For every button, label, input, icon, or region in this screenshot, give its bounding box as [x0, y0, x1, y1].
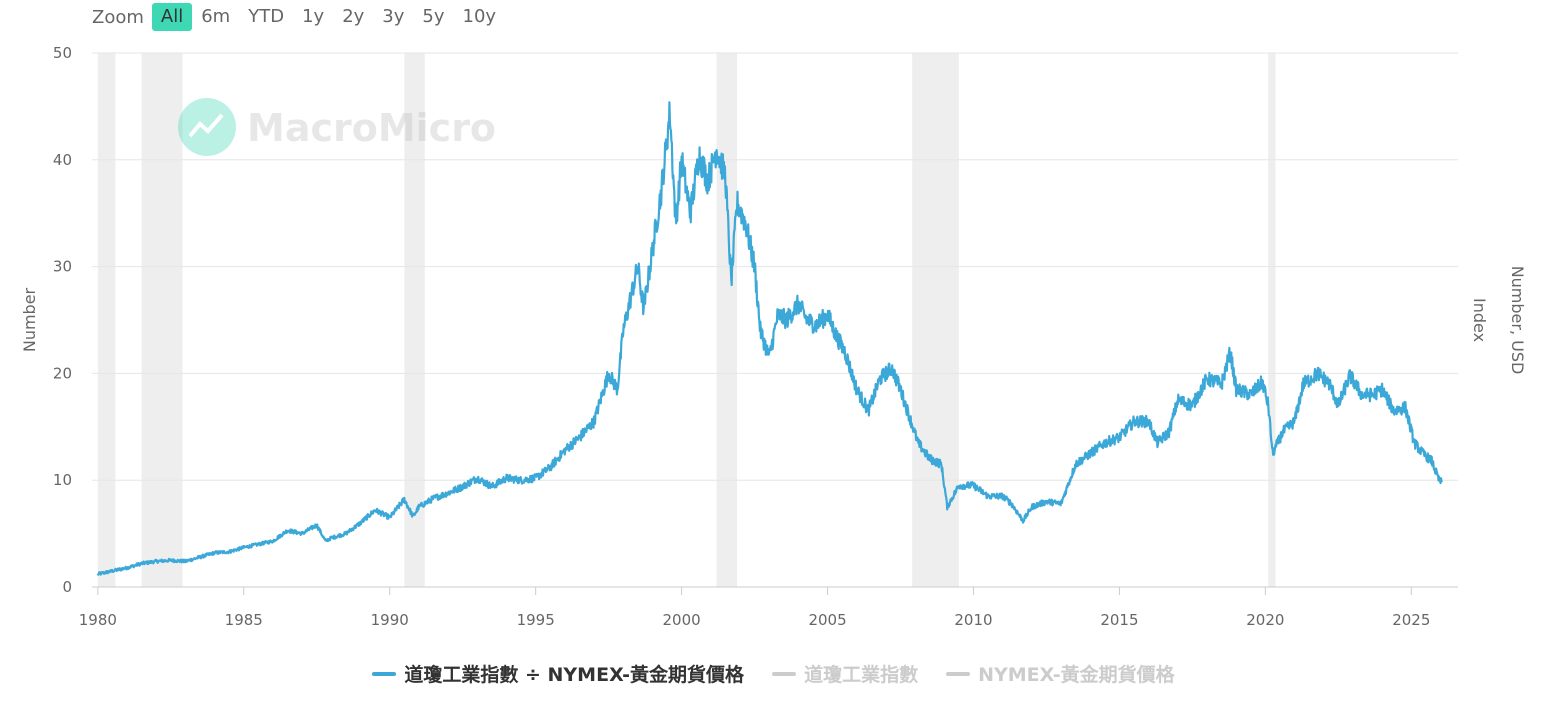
y-axis-title-right-2: Index — [1470, 298, 1489, 342]
zoom-bar: Zoom All 6m YTD 1y 2y 3y 5y 10y — [92, 3, 505, 31]
recession-band-2 — [404, 53, 425, 587]
x-tick-label-1985: 1985 — [225, 611, 263, 629]
x-tick-label-2015: 2015 — [1100, 611, 1138, 629]
x-tick-label-2025: 2025 — [1392, 611, 1430, 629]
x-tick-label-2000: 2000 — [663, 611, 701, 629]
legend: 道瓊工業指數 ÷ NYMEX-黃金期貨價格 道瓊工業指數 NYMEX-黃金期貨價… — [0, 660, 1547, 687]
watermark-chart-icon — [188, 113, 224, 138]
recession-band-5 — [1268, 53, 1276, 587]
zoom-button-1y[interactable]: 1y — [302, 6, 325, 27]
zoom-button-all[interactable]: All — [151, 3, 193, 31]
recession-band-0 — [97, 53, 116, 587]
legend-item-dow[interactable]: 道瓊工業指數 — [772, 660, 918, 687]
zoom-button-10y[interactable]: 10y — [462, 6, 497, 27]
x-tick-label-1980: 1980 — [79, 611, 117, 629]
x-tick-label-2020: 2020 — [1246, 611, 1284, 629]
chart-plot[interactable]: MacroMicro 0 10 20 30 40 50 1980 1985 1990 1995 20… — [0, 0, 1547, 650]
legend-swatch-dow — [772, 671, 797, 676]
grid-lines — [92, 52, 1458, 588]
watermark-logo-icon — [178, 98, 236, 156]
x-tick-label-1990: 1990 — [371, 611, 409, 629]
x-tick-label-1995: 1995 — [517, 611, 555, 629]
y-tick-label-0: 0 — [62, 578, 72, 596]
zoom-button-2y[interactable]: 2y — [342, 6, 365, 27]
y-axis-title-left: Number — [20, 287, 39, 352]
zoom-button-ytd[interactable]: YTD — [248, 6, 285, 27]
y-tick-label-50: 50 — [53, 44, 72, 62]
y-tick-label-30: 30 — [53, 258, 72, 276]
legend-label-dow: 道瓊工業指數 — [804, 664, 919, 686]
zoom-label: Zoom — [92, 6, 144, 28]
legend-item-ratio[interactable]: 道瓊工業指數 ÷ NYMEX-黃金期貨價格 — [372, 660, 744, 687]
legend-label-gold: NYMEX-黃金期貨價格 — [978, 664, 1175, 686]
recession-band-1 — [141, 53, 183, 587]
y-tick-label-10: 10 — [53, 471, 72, 489]
watermark-text: MacroMicro — [247, 106, 496, 150]
y-tick-label-40: 40 — [53, 151, 72, 169]
recession-band-4 — [912, 53, 959, 587]
series-line-dow-gold-ratio[interactable] — [96, 101, 1443, 576]
legend-label-ratio: 道瓊工業指數 ÷ NYMEX-黃金期貨價格 — [404, 664, 745, 686]
x-tick-label-2010: 2010 — [954, 611, 992, 629]
legend-swatch-gold — [946, 671, 971, 676]
zoom-button-5y[interactable]: 5y — [422, 6, 445, 27]
x-tick-label-2005: 2005 — [808, 611, 846, 629]
y-tick-label-20: 20 — [53, 364, 72, 382]
legend-swatch-ratio — [372, 671, 397, 676]
y-axis-title-right-1: Number, USD — [1508, 266, 1527, 375]
legend-item-gold[interactable]: NYMEX-黃金期貨價格 — [946, 660, 1175, 687]
axes: 0 10 20 30 40 50 1980 1985 1990 1995 2000 2005 2010 2… — [53, 44, 1430, 629]
zoom-button-3y[interactable]: 3y — [382, 6, 405, 27]
watermark: MacroMicro — [178, 98, 496, 156]
zoom-button-6m[interactable]: 6m — [201, 6, 231, 27]
recession-band-3 — [716, 53, 738, 587]
